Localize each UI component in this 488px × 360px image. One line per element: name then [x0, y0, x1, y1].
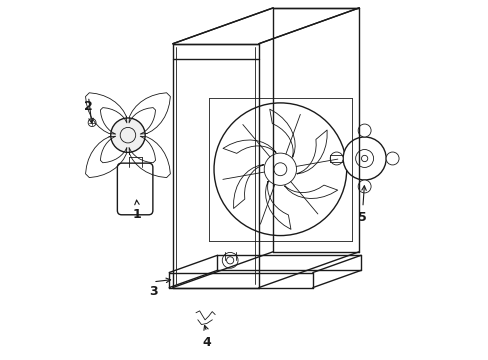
Circle shape: [361, 156, 367, 162]
Text: 2: 2: [84, 100, 93, 113]
Circle shape: [88, 119, 96, 127]
Text: 4: 4: [202, 336, 211, 348]
Circle shape: [329, 152, 343, 165]
Circle shape: [110, 118, 145, 152]
Circle shape: [343, 137, 386, 180]
Circle shape: [357, 124, 370, 137]
Circle shape: [214, 103, 346, 235]
FancyBboxPatch shape: [117, 163, 153, 215]
Text: 1: 1: [132, 208, 141, 221]
Text: 3: 3: [148, 285, 157, 298]
Text: 5: 5: [358, 211, 366, 224]
Circle shape: [386, 152, 398, 165]
Circle shape: [222, 252, 238, 268]
Circle shape: [264, 153, 296, 185]
Circle shape: [357, 180, 370, 193]
